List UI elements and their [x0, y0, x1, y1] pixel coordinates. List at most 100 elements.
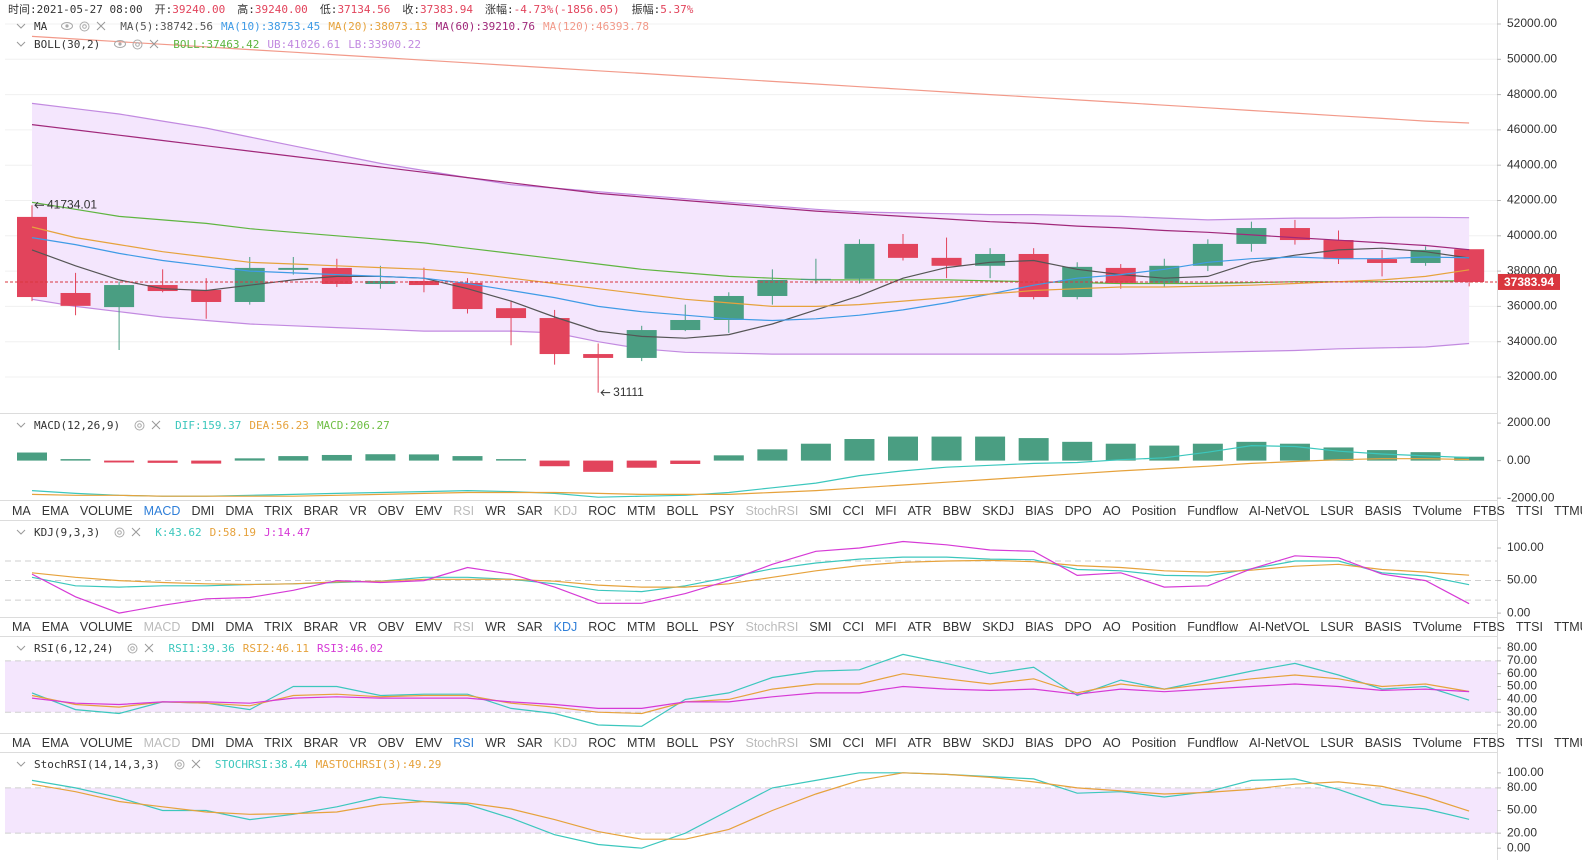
indicator-tab[interactable]: MA — [12, 620, 31, 634]
collapse-icon[interactable] — [16, 643, 26, 653]
indicator-tab[interactable]: EMV — [415, 736, 443, 750]
indicator-tab[interactable]: LSUR — [1320, 504, 1354, 518]
indicator-tab[interactable]: BASIS — [1364, 504, 1402, 518]
indicator-tab[interactable]: MTM — [627, 620, 656, 634]
indicator-tab[interactable]: PSY — [709, 736, 735, 750]
indicator-tab[interactable]: BBW — [942, 620, 972, 634]
indicator-tab[interactable]: RSI — [453, 620, 475, 634]
indicator-tab[interactable]: OBV — [377, 736, 405, 750]
indicator-tab[interactable]: PSY — [709, 504, 735, 518]
indicator-tab[interactable]: TTSI — [1515, 504, 1543, 518]
indicator-tab[interactable]: EMA — [41, 620, 69, 634]
indicator-tab[interactable]: StochRSI — [745, 620, 799, 634]
indicator-tab[interactable]: ROC — [588, 620, 617, 634]
indicator-tab[interactable]: VOLUME — [79, 620, 133, 634]
indicator-tab[interactable]: ATR — [907, 620, 932, 634]
close-icon[interactable] — [96, 21, 106, 31]
eye-icon[interactable] — [61, 21, 74, 31]
indicator-tab[interactable]: WR — [485, 620, 506, 634]
indicator-tab[interactable]: MACD — [143, 620, 181, 634]
indicator-tab[interactable]: VR — [349, 504, 367, 518]
indicator-tab[interactable]: FTBS — [1472, 504, 1505, 518]
indicator-tab[interactable]: Position — [1131, 620, 1177, 634]
indicator-tab[interactable]: BASIS — [1364, 736, 1402, 750]
indicator-tab[interactable]: TTMU — [1553, 620, 1582, 634]
indicator-tab[interactable]: CCI — [842, 620, 865, 634]
indicator-tab[interactable]: DMI — [191, 620, 215, 634]
indicator-tab[interactable]: SMI — [809, 504, 832, 518]
settings-icon[interactable] — [174, 759, 185, 770]
indicator-tab[interactable]: WR — [485, 736, 506, 750]
indicator-tab[interactable]: MFI — [875, 620, 897, 634]
close-icon[interactable] — [151, 420, 161, 430]
indicator-tab[interactable]: FTBS — [1472, 620, 1505, 634]
settings-icon[interactable] — [127, 643, 138, 654]
collapse-icon[interactable] — [16, 759, 26, 769]
close-icon[interactable] — [191, 759, 201, 769]
indicator-tab[interactable]: ROC — [588, 736, 617, 750]
settings-icon[interactable] — [114, 527, 125, 538]
indicator-tab[interactable]: VOLUME — [79, 504, 133, 518]
indicator-tab[interactable]: OBV — [377, 504, 405, 518]
indicator-tab[interactable]: TVolume — [1412, 504, 1462, 518]
indicator-tab[interactable]: MTM — [627, 736, 656, 750]
indicator-tab[interactable]: CCI — [842, 736, 865, 750]
indicator-tab[interactable]: BOLL — [666, 504, 699, 518]
indicator-tab[interactable]: DMI — [191, 504, 215, 518]
indicator-tab[interactable]: AO — [1102, 504, 1121, 518]
indicator-tab[interactable]: FTBS — [1472, 736, 1505, 750]
indicator-tab[interactable]: SAR — [516, 504, 543, 518]
indicator-tab[interactable]: DMI — [191, 736, 215, 750]
collapse-icon[interactable] — [16, 39, 26, 49]
indicator-tab[interactable]: TRIX — [264, 620, 293, 634]
indicator-tab[interactable]: EMA — [41, 504, 69, 518]
settings-icon[interactable] — [134, 420, 145, 431]
indicator-tab[interactable]: ATR — [907, 736, 932, 750]
indicator-tab[interactable]: KDJ — [553, 504, 578, 518]
indicator-tab[interactable]: StochRSI — [745, 736, 799, 750]
indicator-tab[interactable]: BIAS — [1025, 620, 1054, 634]
indicator-tab[interactable]: SKDJ — [982, 620, 1015, 634]
indicator-tab[interactable]: WR — [485, 504, 506, 518]
indicator-tab[interactable]: Position — [1131, 504, 1177, 518]
indicator-tab[interactable]: VR — [349, 620, 367, 634]
close-icon[interactable] — [131, 527, 141, 537]
indicator-tab[interactable]: BOLL — [666, 620, 699, 634]
indicator-tab[interactable]: MACD — [143, 504, 181, 518]
indicator-tab[interactable]: SAR — [516, 620, 543, 634]
indicator-tab[interactable]: ROC — [588, 504, 617, 518]
indicator-tab[interactable]: BRAR — [303, 736, 339, 750]
indicator-tab[interactable]: TVolume — [1412, 736, 1462, 750]
indicator-tab[interactable]: DMA — [225, 736, 254, 750]
indicator-tab[interactable]: BRAR — [303, 620, 339, 634]
indicator-tab[interactable]: ATR — [907, 504, 932, 518]
indicator-tab[interactable]: RSI — [453, 504, 475, 518]
indicator-tab[interactable]: BRAR — [303, 504, 339, 518]
indicator-tab[interactable]: DPO — [1064, 736, 1092, 750]
indicator-tab[interactable]: MA — [12, 736, 31, 750]
indicator-tab[interactable]: TRIX — [264, 736, 293, 750]
indicator-tab[interactable]: EMA — [41, 736, 69, 750]
indicator-tab[interactable]: AO — [1102, 736, 1121, 750]
indicator-tab[interactable]: Position — [1131, 736, 1177, 750]
indicator-tab[interactable]: MACD — [143, 736, 181, 750]
indicator-tab[interactable]: TTMU — [1553, 504, 1582, 518]
indicator-tab[interactable]: Fundflow — [1187, 736, 1238, 750]
indicator-tab[interactable]: Fundflow — [1187, 504, 1238, 518]
indicator-tab[interactable]: DPO — [1064, 504, 1092, 518]
indicator-tab[interactable]: MTM — [627, 504, 656, 518]
close-icon[interactable] — [144, 643, 154, 653]
eye-icon[interactable] — [114, 39, 127, 49]
indicator-tab[interactable]: MA — [12, 504, 31, 518]
indicator-tab[interactable]: SMI — [809, 620, 832, 634]
collapse-icon[interactable] — [16, 21, 26, 31]
indicator-tab[interactable]: VR — [349, 736, 367, 750]
indicator-tab[interactable]: BIAS — [1025, 736, 1054, 750]
indicator-tab[interactable]: BBW — [942, 736, 972, 750]
indicator-tab[interactable]: AI-NetVOL — [1248, 620, 1310, 634]
indicator-tab[interactable]: KDJ — [553, 620, 578, 634]
indicator-tab[interactable]: TVolume — [1412, 620, 1462, 634]
indicator-tab[interactable]: MFI — [875, 504, 897, 518]
indicator-tab[interactable]: SKDJ — [982, 504, 1015, 518]
collapse-icon[interactable] — [16, 420, 26, 430]
